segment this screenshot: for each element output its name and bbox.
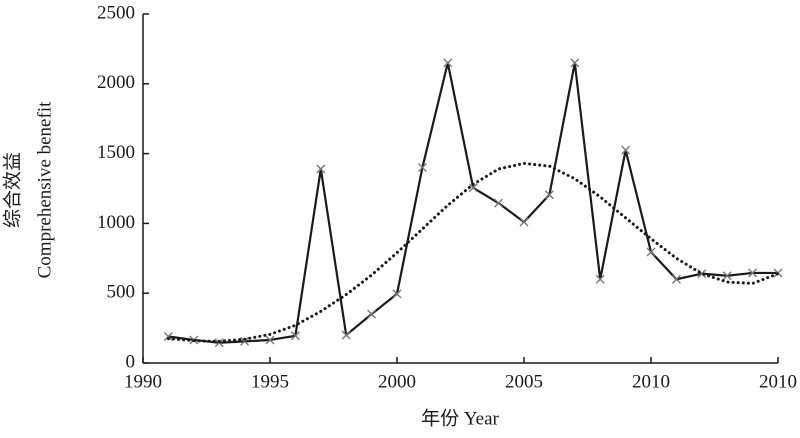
x-tick-label: 1990 <box>124 371 162 392</box>
point-marker <box>494 198 504 208</box>
point-marker <box>544 190 554 200</box>
x-tick-label: 2005 <box>505 371 543 392</box>
y-axis-label: Comprehensive benefit <box>34 101 55 278</box>
x-tick-label: 2010 <box>759 371 797 392</box>
point-marker <box>671 274 681 284</box>
point-marker <box>722 271 732 281</box>
y-tick-label: 2500 <box>97 2 135 23</box>
point-marker <box>519 217 529 227</box>
y-tick-label: 1500 <box>97 142 135 163</box>
y-tick-label: 0 <box>126 351 136 372</box>
point-marker <box>341 330 351 340</box>
x-tick-label: 2000 <box>378 371 416 392</box>
point-marker <box>468 183 478 193</box>
x-axis-label: 年份 Year <box>421 407 499 429</box>
point-marker <box>290 331 300 341</box>
y-tick-label: 2000 <box>97 72 135 93</box>
point-marker <box>367 309 377 319</box>
point-marker <box>570 58 580 68</box>
point-marker <box>265 335 275 345</box>
point-marker <box>163 331 173 341</box>
point-marker <box>748 268 758 278</box>
point-marker <box>392 289 402 299</box>
point-marker <box>595 274 605 284</box>
point-marker <box>240 336 250 346</box>
y-tick-label: 500 <box>107 282 136 303</box>
y-tick-label: 1000 <box>97 212 135 233</box>
series-line <box>166 161 780 343</box>
x-tick-label: 2010 <box>632 371 670 392</box>
point-marker <box>417 163 427 173</box>
point-marker <box>316 164 326 174</box>
y-axis-label: 综合效益 <box>1 152 23 228</box>
point-marker <box>443 58 453 68</box>
point-marker <box>621 145 631 155</box>
series-line <box>167 61 780 344</box>
point-marker <box>646 247 656 257</box>
x-tick-label: 1995 <box>251 371 289 392</box>
